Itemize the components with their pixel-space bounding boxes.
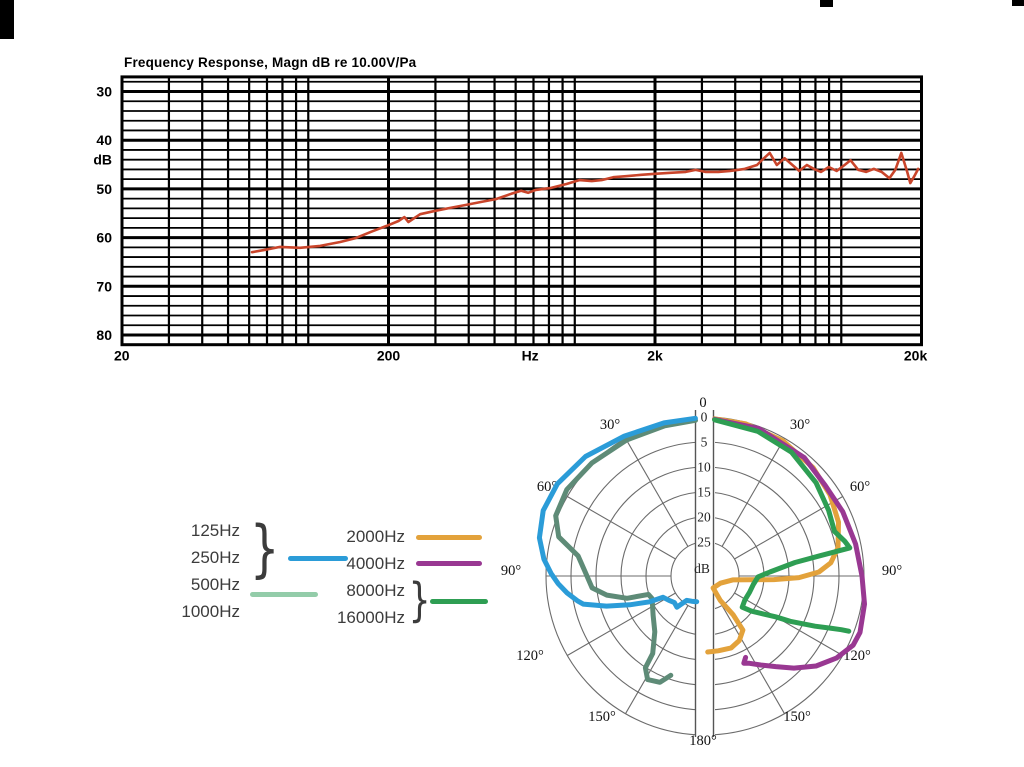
legend-label-500hz: 500Hz [190,575,240,594]
svg-text:10: 10 [697,460,711,475]
svg-text:200: 200 [377,348,401,364]
svg-text:Hz: Hz [522,348,539,364]
legend-label-16000hz: 16000Hz [336,608,405,627]
legend-label-125hz: 125Hz [190,521,240,540]
svg-text:120°: 120° [843,648,871,664]
polar-trace-8000-16000Hz [712,417,853,634]
svg-text:120°: 120° [516,648,544,664]
polar-trace-1000Hz [553,417,698,685]
legend-label-8000hz: 8000Hz [346,581,405,600]
svg-text:90°: 90° [882,563,903,579]
svg-text:50: 50 [96,181,112,197]
polar-trace-4000Hz [712,416,867,671]
legend-swatch-1000hz [250,592,318,597]
svg-text:30°: 30° [790,417,811,433]
svg-text:30: 30 [96,84,112,100]
svg-text:150°: 150° [588,709,616,725]
fr-response-curve [250,151,920,254]
svg-text:20k: 20k [904,348,928,364]
legend-label-1000hz: 1000Hz [181,602,240,621]
legend-swatch-8000-16000hz [430,599,488,604]
fr-axis-ticks: 20 200 Hz 2k 20k 30 40 dB 50 60 70 80 [93,84,927,364]
legend-brace-low-frequencies: } [249,512,280,585]
svg-text:15: 15 [697,485,711,500]
legend-label-4000hz: 4000Hz [346,554,405,573]
svg-text:0: 0 [699,395,706,411]
svg-text:20: 20 [114,348,130,364]
fr-plot-border [120,75,923,347]
svg-text:5: 5 [701,435,708,450]
svg-text:60: 60 [96,230,112,246]
svg-text:0: 0 [701,410,708,425]
scan-artifact-top-middle [820,0,833,7]
legend-brace-high-frequencies: } [408,573,431,627]
scan-artifact-top-right [1012,0,1024,6]
legend-label-250hz: 250Hz [190,548,240,567]
svg-text:2k: 2k [647,348,663,364]
svg-text:60°: 60° [850,479,871,495]
svg-text:30°: 30° [600,417,621,433]
svg-text:dB: dB [93,152,112,168]
polar-trace-125-250-500Hz [536,415,700,610]
svg-text:150°: 150° [783,709,811,725]
legend-swatch-125-500hz [288,556,348,561]
svg-text:20: 20 [697,510,711,525]
legend-swatch-4000hz [416,561,482,566]
svg-text:80: 80 [96,327,112,343]
legend-label-2000hz: 2000Hz [346,527,405,546]
svg-text:40: 40 [96,132,112,148]
fr-grid [122,76,922,345]
svg-text:25: 25 [697,535,711,550]
svg-text:90°: 90° [501,563,522,579]
svg-text:70: 70 [96,278,112,294]
svg-text:dB: dB [694,561,710,576]
polar-grid [545,406,865,744]
svg-text:180°: 180° [689,733,717,749]
frequency-response-title: Frequency Response, Magn dB re 10.00V/Pa [124,55,417,70]
legend-swatch-2000hz [416,535,482,540]
scan-artifact-top-left [0,0,14,39]
